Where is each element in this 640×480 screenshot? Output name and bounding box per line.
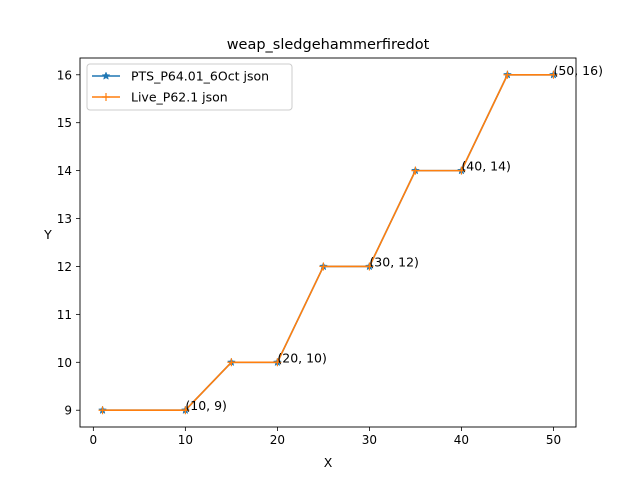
point-annotation: (50, 16) — [553, 63, 603, 78]
legend-label-1: PTS_P64.01_6Oct json — [131, 69, 269, 84]
data-point-plus — [98, 406, 107, 415]
data-point-plus — [411, 166, 420, 175]
data-point-plus — [365, 262, 374, 271]
axes-frame — [79, 57, 577, 428]
chart-title: weap_sledgehammerfiredot — [227, 37, 430, 53]
series-line-2 — [102, 73, 554, 412]
legend: PTS_P64.01_6Oct json Live_P62.1 json — [86, 63, 293, 111]
x-tick-label: 40 — [454, 433, 469, 447]
x-tick-label: 0 — [90, 433, 98, 447]
point-annotation: (30, 12) — [369, 254, 419, 269]
x-axis-label: X — [324, 455, 333, 470]
y-axis-label: Y — [43, 227, 52, 242]
y-tick-label: 13 — [57, 212, 72, 226]
legend-label-2: Live_P62.1 json — [131, 90, 228, 105]
point-annotation: (10, 9) — [185, 398, 227, 413]
y-tick-label: 11 — [57, 308, 72, 322]
y-tick-label: 14 — [57, 164, 72, 178]
data-point-plus — [273, 358, 282, 367]
legend-marker-star — [101, 71, 111, 80]
x-tick-label: 20 — [270, 433, 285, 447]
legend-box — [86, 63, 293, 111]
data-point-plus — [227, 358, 236, 367]
y-tick-label: 12 — [57, 260, 72, 274]
legend-marker-plus — [102, 93, 110, 101]
point-annotation: (40, 14) — [461, 159, 511, 174]
y-tick-label: 10 — [57, 356, 72, 370]
y-tick-label: 16 — [57, 68, 72, 82]
data-point-plus — [457, 166, 466, 175]
plot-area — [98, 70, 558, 415]
y-tick-label: 9 — [64, 404, 72, 418]
data-point-plus — [319, 262, 328, 271]
x-tick-label: 30 — [362, 433, 377, 447]
point-annotation: (20, 10) — [277, 350, 327, 365]
data-point-plus — [549, 70, 558, 79]
data-point-plus — [181, 406, 190, 415]
x-tick-label: 10 — [178, 433, 193, 447]
data-point-plus — [503, 70, 512, 79]
x-tick-label: 50 — [546, 433, 561, 447]
y-tick-label: 15 — [57, 116, 72, 130]
